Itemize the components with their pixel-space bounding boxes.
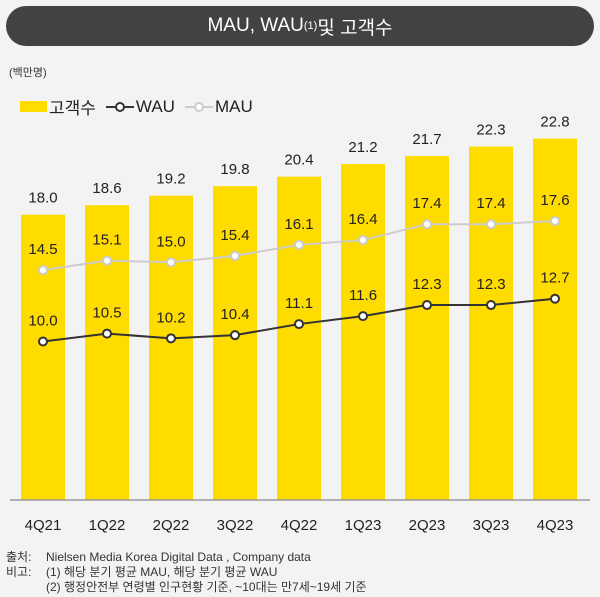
wau-data-label: 12.3 [412,276,441,293]
source-key: 출처: [6,550,32,564]
wau-data-label: 11.1 [285,295,313,312]
legend-wau-label: WAU [135,96,175,116]
legend-bar-label: 고객수 [49,99,96,118]
wau-data-label: 11.6 [349,287,377,304]
wau-point [230,330,240,341]
wau-data-label: 10.4 [220,306,249,323]
remark-key: 비고: [6,565,32,579]
mau-line-icon [184,101,213,112]
bar [213,186,257,501]
bar-data-label: 21.7 [412,131,441,148]
bar [149,195,193,500]
wau-point [486,300,496,311]
mau-data-label: 16.1 [284,216,313,233]
remark-2: (2) 행정안전부 연령별 인구현황 기준, ~10대는 만7세~19세 기준 [46,580,367,594]
mau-data-label: 17.4 [412,195,441,212]
bar [533,138,577,500]
x-tick-label: 4Q21 [25,517,62,534]
x-tick-label: 2Q22 [153,517,190,534]
wau-point [38,336,48,347]
mau-data-label: 17.4 [476,195,505,212]
bar [85,205,129,500]
wau-point [166,333,176,344]
wau-point [102,328,112,339]
title-text-rest: 및 고객수 [317,17,393,39]
mau-point [486,219,496,230]
bar [21,214,65,500]
mau-point [358,235,368,246]
x-tick-label: 3Q22 [217,517,254,534]
footnotes: 출처: Nielsen Media Korea Digital Data , Co… [6,550,367,595]
wau-data-label: 10.2 [156,309,185,326]
mau-point [102,255,112,266]
bar-data-label: 19.8 [220,161,249,178]
legend: 고객수 WAU MAU [20,94,253,119]
wau-data-label: 10.5 [92,305,121,322]
mau-point [550,216,560,227]
legend-mau: MAU [184,96,253,117]
bar-data-label: 18.6 [92,180,121,197]
remark-1: (1) 해당 분기 평균 MAU, 해당 분기 평균 WAU [46,565,278,579]
legend-mau-label: MAU [214,96,253,116]
mau-data-label: 17.6 [540,192,569,209]
wau-point [422,300,432,311]
mau-point [38,265,48,276]
bar-data-label: 22.8 [540,114,569,131]
bar-data-label: 21.2 [348,139,377,156]
legend-wau: WAU [105,96,175,117]
wau-data-label: 10.0 [28,313,57,330]
bar-swatch-icon [20,101,47,112]
bar [277,176,321,500]
title-footnote: (1) [303,20,318,32]
mau-data-label: 16.4 [348,211,377,228]
mau-data-label: 14.5 [28,241,57,258]
bar-data-label: 18.0 [28,190,57,207]
x-tick-label: 1Q22 [89,517,126,534]
wau-point [358,311,368,322]
mau-point [230,250,240,261]
bar-data-label: 19.2 [156,171,185,188]
chart-title: MAU, WAU (1) 및 고객수 [6,6,594,46]
bar [341,163,385,501]
source-text: Nielsen Media Korea Digital Data , Compa… [46,550,311,564]
title-text: MAU, WAU [207,15,304,36]
bar [469,146,513,501]
legend-bar: 고객수 [20,94,96,119]
wau-data-label: 12.7 [540,270,569,287]
x-tick-label: 4Q23 [537,517,574,534]
x-tick-label: 4Q22 [281,517,318,534]
x-tick-label: 3Q23 [473,517,510,534]
mau-point [294,239,304,250]
wau-line-icon [105,101,134,112]
mau-data-label: 15.1 [92,232,121,249]
bar-data-label: 20.4 [284,152,313,169]
wau-data-label: 12.3 [476,276,505,293]
x-tick-label: 2Q23 [409,517,446,534]
wau-point [294,319,304,330]
unit-label: (백만명) [9,67,47,79]
chart-plot: 18.0 4Q21 18.6 1Q22 19.2 2Q22 19.8 3Q22 20.4 4Q22… [10,114,590,534]
mau-point [422,219,432,230]
x-tick-label: 1Q23 [345,517,382,534]
mau-data-label: 15.0 [156,233,185,250]
wau-point [550,293,560,304]
bar-data-label: 22.3 [476,122,505,139]
mau-point [166,257,176,268]
bar [405,156,449,500]
mau-data-label: 15.4 [220,227,249,244]
